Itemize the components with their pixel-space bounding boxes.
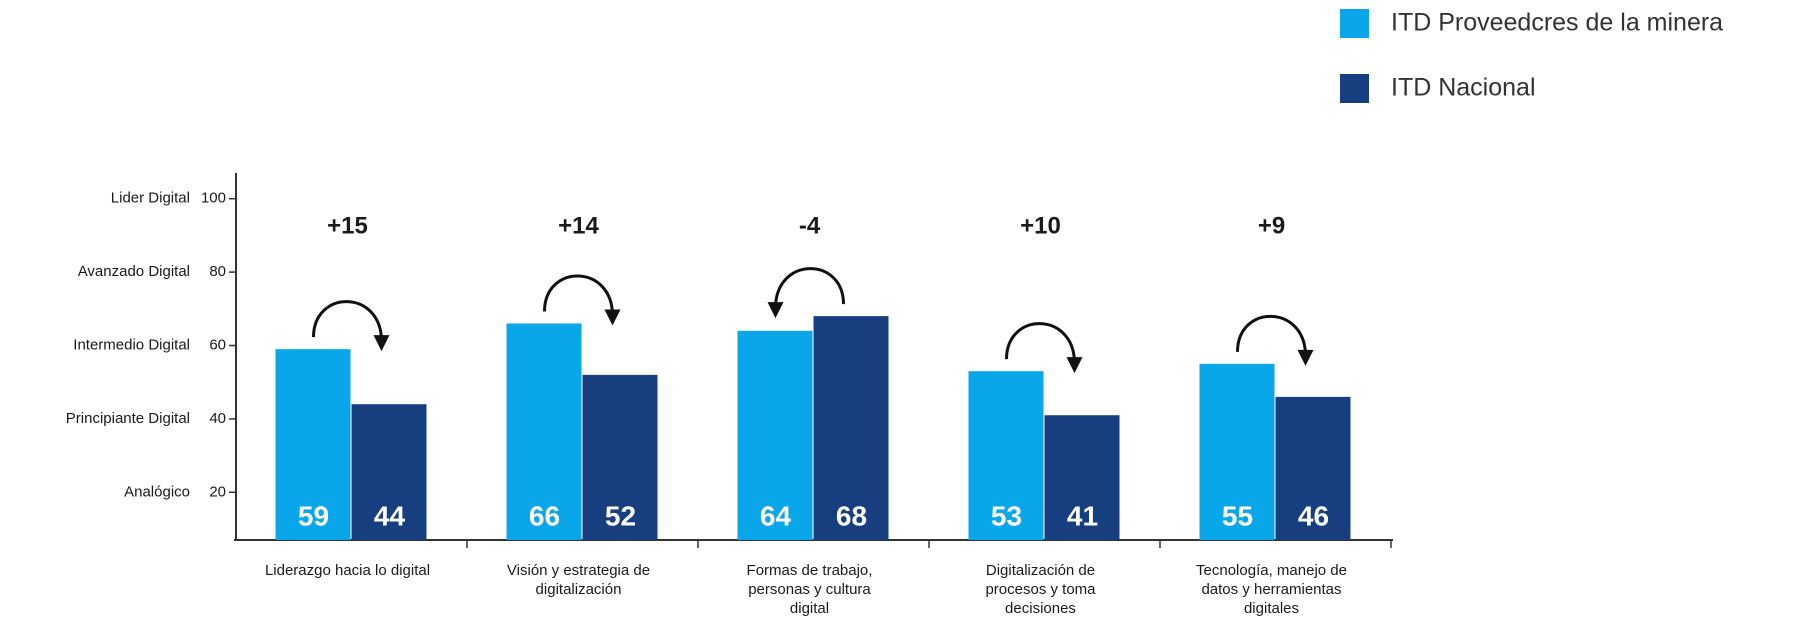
bar	[582, 374, 658, 540]
y-tick-label: 20	[209, 483, 226, 500]
bar	[1275, 396, 1351, 540]
bar	[506, 323, 582, 540]
x-tick-label: decisiones	[1005, 600, 1076, 617]
x-tick-label: Tecnología, manejo de	[1196, 562, 1347, 579]
legend-swatch	[1340, 9, 1369, 38]
y-tick-label: 80	[209, 263, 226, 280]
annotation: +14	[558, 212, 599, 239]
value-label: 66	[529, 500, 560, 531]
x-tick-label: digitales	[1244, 600, 1299, 617]
value-label: 53	[991, 500, 1022, 531]
x-tick-label: Digitalización de	[986, 562, 1095, 579]
arrow-head	[1297, 349, 1314, 366]
value-label: 59	[298, 500, 329, 531]
y-level-label: Lider Digital	[111, 190, 190, 207]
x-tick-label: Liderazgo hacia lo digital	[265, 562, 430, 579]
bar	[813, 316, 889, 540]
arrow-head	[373, 335, 390, 352]
legend-label: ITD Proveedcres de la minera	[1391, 9, 1723, 37]
x-tick-label: datos y herramientas	[1201, 581, 1341, 598]
value-label: 46	[1298, 500, 1329, 531]
bar	[737, 330, 813, 540]
change-arrow	[774, 267, 845, 309]
annotation: +9	[1258, 212, 1285, 239]
y-level-label: Principiante Digital	[66, 410, 190, 427]
x-tick-label: Visión y estrategia de	[507, 562, 650, 579]
legend-label: ITD Nacional	[1391, 74, 1536, 102]
change-arrow	[312, 300, 383, 342]
y-level-label: Intermedio Digital	[73, 336, 190, 353]
legend: ITD Proveedcres de la minera ITD Nacional	[1340, 9, 1723, 103]
y-level-label: Analógico	[124, 483, 190, 500]
x-tick-label: procesos y toma	[985, 581, 1096, 598]
x-tick-label: digital	[790, 600, 829, 617]
arrow-head	[767, 302, 784, 319]
y-tick-label: 40	[209, 410, 226, 427]
value-label: 55	[1222, 500, 1253, 531]
bar	[351, 404, 427, 540]
y-tick-label: 60	[209, 336, 226, 353]
value-label: 68	[836, 500, 867, 531]
value-label: 64	[760, 500, 792, 531]
x-tick-label: personas y cultura	[748, 581, 871, 598]
value-label: 41	[1067, 500, 1098, 531]
bar	[968, 371, 1044, 540]
y-level-label: Avanzado Digital	[78, 263, 190, 280]
value-label: 52	[605, 500, 636, 531]
arrow-head	[1066, 357, 1083, 374]
change-arrow	[1005, 322, 1076, 364]
annotation: +15	[327, 212, 368, 239]
annotation: +10	[1020, 212, 1061, 239]
annotation: -4	[799, 212, 821, 239]
bar	[1199, 363, 1275, 540]
x-tick-label: digitalización	[536, 581, 622, 598]
change-arrow	[543, 274, 614, 316]
y-tick-label: 100	[201, 190, 226, 207]
x-tick-label: Formas de trabajo,	[747, 562, 873, 579]
bar	[275, 349, 351, 540]
bar	[1044, 415, 1120, 540]
arrow-head	[604, 309, 621, 326]
change-arrow	[1236, 314, 1307, 356]
legend-swatch	[1340, 74, 1369, 103]
value-label: 44	[374, 500, 406, 531]
